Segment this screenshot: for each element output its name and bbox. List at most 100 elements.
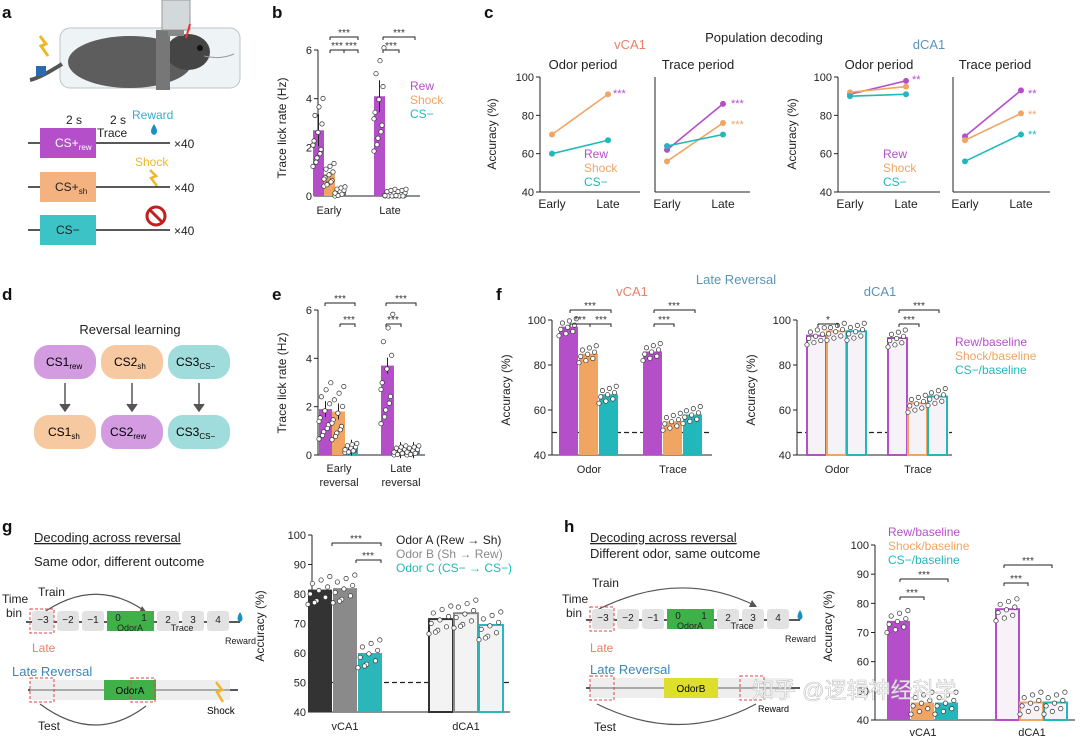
g-odor-a-2: OdorA (116, 686, 145, 697)
f0-bar-0-1 (643, 351, 662, 455)
c-region-dca1: dCA1 (913, 37, 946, 52)
h-1-0-dot-8 (929, 689, 935, 695)
f1-1-0-dot-6 (827, 324, 834, 331)
row3-count: ×40 (174, 224, 195, 238)
c3-xtick-0: Early (951, 197, 978, 211)
g-2-1-dot-6 (480, 616, 486, 622)
c-period-1: Odor period (549, 57, 618, 72)
reward-label: Reward (132, 108, 173, 122)
g-plot: 40 50 60 70 80 90 100 (288, 530, 510, 719)
f0-2-1-dot-1 (687, 418, 693, 424)
g-2-0-dot-7 (368, 640, 374, 647)
e-1-1-dot-7 (398, 444, 404, 450)
e-2-0-dot-7 (349, 442, 355, 448)
h-1-0-dot-5 (927, 697, 933, 703)
e-0-1-dot-3 (379, 380, 385, 386)
f0-2-0-dot-0 (596, 400, 602, 406)
b-0-0-dot-0 (310, 163, 316, 169)
c2-point-1-1 (903, 83, 909, 90)
g-tick-label-5: 90 (294, 560, 306, 572)
h-group-dca1: dCA1 (1018, 727, 1046, 738)
g-2-1-dot-0 (476, 637, 482, 643)
h-2-0-dot-7 (944, 692, 951, 698)
c2-xtick-0: Early (836, 197, 863, 211)
f-sig-8: *** (903, 315, 915, 326)
g-0-1-dot-4 (437, 617, 443, 623)
f0-0-1-dot-7 (650, 343, 656, 349)
g-group-dca1: dCA1 (452, 721, 480, 733)
g-tl-bin-1 (57, 611, 79, 631)
shock-bolt-icon (38, 35, 50, 57)
g-bar-2-1 (478, 623, 504, 713)
g-2-1-dot-4 (487, 623, 493, 629)
h-tl-bin-label-0: −3 (597, 613, 609, 624)
e-0-1-dot-9 (381, 414, 388, 420)
g-tl-bin-label-7: 4 (215, 615, 221, 626)
f1-0-1-dot-0 (885, 344, 891, 350)
f1-1-0-dot-3 (826, 331, 832, 337)
f0-2-0-dot-6 (599, 387, 606, 394)
g-subtitle: Same odor, different outcome (34, 554, 204, 569)
g-1-1-dot-2 (468, 618, 475, 624)
h-2-1-dot-8 (1062, 689, 1068, 695)
c0-tick-label-1: 60 (522, 149, 534, 161)
f0-1-1-dot-5 (675, 417, 682, 423)
g-test: Test (38, 719, 61, 733)
row1-count: ×40 (174, 137, 195, 151)
b-sig-4: *** (393, 28, 405, 39)
g-tl-odor-bin-0: 0 (115, 613, 121, 624)
f1-1-1-dot-1 (912, 407, 918, 413)
g-2-0-dot-0 (355, 665, 361, 671)
f0-bar-1-0 (579, 353, 598, 455)
f1-tick-label-0: 40 (779, 450, 791, 462)
g-tl-bin-label-6: 3 (190, 615, 196, 626)
e-2-1-dot-9 (407, 451, 414, 457)
e-group-1b: reversal (319, 477, 358, 489)
f1-1-1-dot-2 (919, 405, 925, 411)
g-train: Train (38, 585, 65, 599)
c2-tick-label-1: 60 (820, 149, 832, 161)
c-period-3: Odor period (845, 57, 914, 72)
g-tl-trace-label: Trace (171, 623, 194, 633)
e-sig-2: *** (343, 315, 355, 326)
b-0-1-dot-0 (371, 148, 377, 154)
f-group-odor-2: Odor (825, 464, 850, 476)
e-0-0-dot-6 (318, 394, 324, 400)
f1-0-0-dot-6 (807, 329, 814, 335)
g-tl-odor-label: OdorA (117, 623, 143, 633)
f0-2-1-dot-2 (694, 416, 700, 422)
f1-2-0-dot-0 (844, 337, 850, 343)
h-tl-bin-0 (592, 609, 614, 629)
f0-1-0-dot-4 (585, 351, 591, 357)
g-shock-bolt-icon (215, 681, 225, 703)
f-legend-rew: Rew/baseline (955, 335, 1027, 349)
e-1-1-dot-6 (393, 445, 399, 451)
h-1-1-dot-6 (1021, 695, 1027, 701)
g-0-0-dot-2 (322, 594, 329, 600)
h-sig-3: *** (1022, 556, 1034, 567)
g-1-0-dot-7 (343, 576, 349, 582)
f1-2-1-dot-1 (932, 400, 938, 406)
c-sig-1: *** (613, 88, 627, 100)
f1-bar-2-1 (927, 395, 948, 456)
h-tl-bin-label-2: −1 (647, 613, 659, 624)
h-0-0-dot-6 (888, 613, 894, 619)
g-bar-1-1 (453, 612, 479, 713)
c-sig-5: ** (1028, 88, 1037, 100)
g-1-0-dot-3 (332, 589, 338, 595)
b-0-0-dot-2 (318, 146, 324, 152)
e-0-0-dot-11 (316, 418, 322, 424)
f0-2-1-dot-0 (680, 420, 686, 427)
e-0-1-dot-7 (385, 325, 391, 331)
b-1-0-dot-6 (323, 166, 329, 172)
b-tick-label-1: 2 (306, 142, 312, 154)
f1-2-0-dot-4 (853, 329, 859, 335)
g-sig-1: *** (350, 534, 362, 545)
c-sig-3: *** (731, 119, 745, 131)
f0-0-1-dot-2 (654, 353, 660, 359)
e-0-1-dot-6 (380, 339, 386, 345)
b-0-0-dot-3 (311, 138, 317, 144)
g-1-1-dot-9 (457, 623, 464, 629)
h-0-1-dot-4 (1003, 607, 1010, 613)
h-0-1-dot-1 (1001, 615, 1007, 621)
